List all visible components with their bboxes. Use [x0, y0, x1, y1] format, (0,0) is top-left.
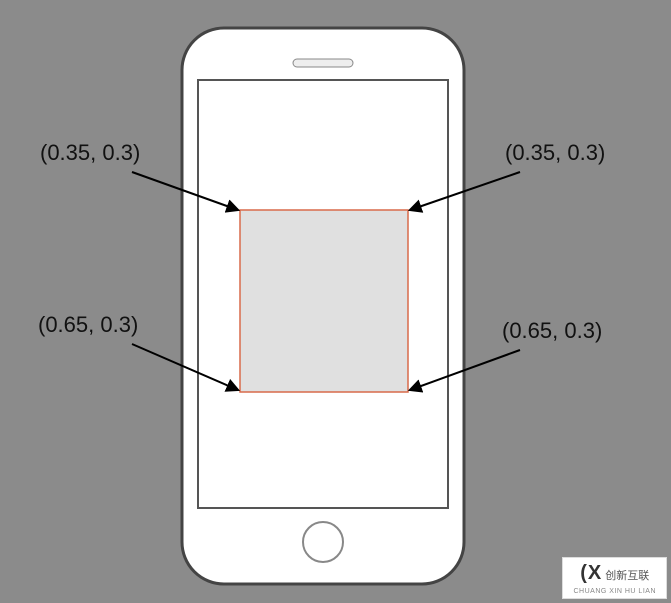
watermark-sub: CHUANG XIN HU LIAN — [573, 588, 656, 595]
watermark: (X 创新互联 CHUANG XIN HU LIAN — [562, 557, 667, 599]
anchor-rect — [240, 210, 408, 392]
coord-label-br: (0.65, 0.3) — [502, 318, 602, 344]
coord-label-bl: (0.65, 0.3) — [38, 312, 138, 338]
watermark-text: 创新互联 — [605, 570, 649, 582]
coord-label-tl: (0.35, 0.3) — [40, 140, 140, 166]
diagram-canvas — [0, 0, 671, 603]
coord-label-tr: (0.35, 0.3) — [505, 140, 605, 166]
phone-home-button — [303, 522, 343, 562]
phone-speaker — [293, 59, 353, 67]
watermark-logo: (X — [580, 562, 602, 584]
